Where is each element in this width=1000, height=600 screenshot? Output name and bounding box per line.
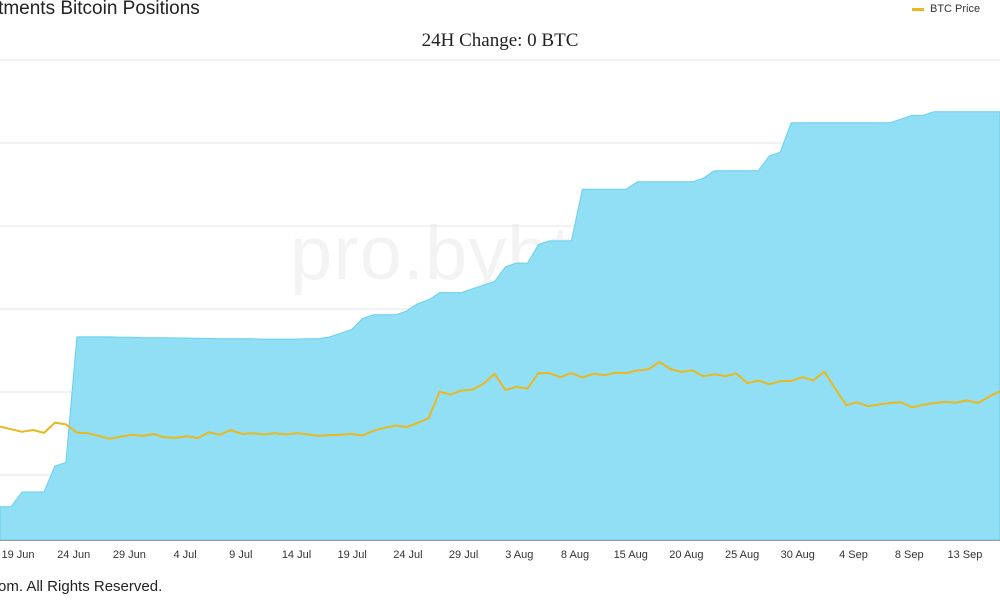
x-tick-label: 14 Jul	[282, 549, 311, 561]
legend-label-btc-price: BTC Price	[930, 3, 981, 15]
x-tick-label: 15 Aug	[614, 549, 648, 561]
x-tick-label: 19 Jun	[1, 549, 34, 561]
x-tick-label: 29 Jun	[113, 549, 146, 561]
x-tick-label: 19 Jul	[338, 549, 367, 561]
x-tick-label: 4 Jul	[173, 549, 196, 561]
x-tick-label: 8 Aug	[561, 549, 589, 561]
x-tick-label: 24 Jun	[57, 549, 90, 561]
x-tick-label: 20 Aug	[669, 549, 703, 561]
x-tick-label: 25 Aug	[725, 549, 759, 561]
line-series-btc-price	[0, 361, 1000, 440]
chart-subtitle: 24H Change: 0 BTC	[421, 30, 579, 51]
x-axis-ticks: 19 Jun 24 Jun 29 Jun 4 Jul 9 Jul 14 Jul 19 Jul…	[1, 549, 982, 561]
x-tick-label: 3 Aug	[505, 549, 533, 561]
legend[interactable]: BTC Price	[912, 3, 980, 15]
area-series-positions	[0, 111, 1000, 541]
x-tick-label: 4 Sep	[839, 549, 868, 561]
x-tick-label: 9 Jul	[229, 549, 252, 561]
chart-title: estments Bitcoin Positions	[0, 0, 200, 19]
x-tick-label: 8 Sep	[895, 549, 924, 561]
x-tick-label: 24 Jul	[393, 549, 422, 561]
x-tick-label: 30 Aug	[781, 549, 815, 561]
x-tick-label: 29 Jul	[449, 549, 478, 561]
x-tick-label: 13 Sep	[947, 549, 982, 561]
legend-swatch-btc-price	[912, 7, 924, 11]
copyright-footer: om. All Rights Reserved.	[0, 578, 163, 595]
